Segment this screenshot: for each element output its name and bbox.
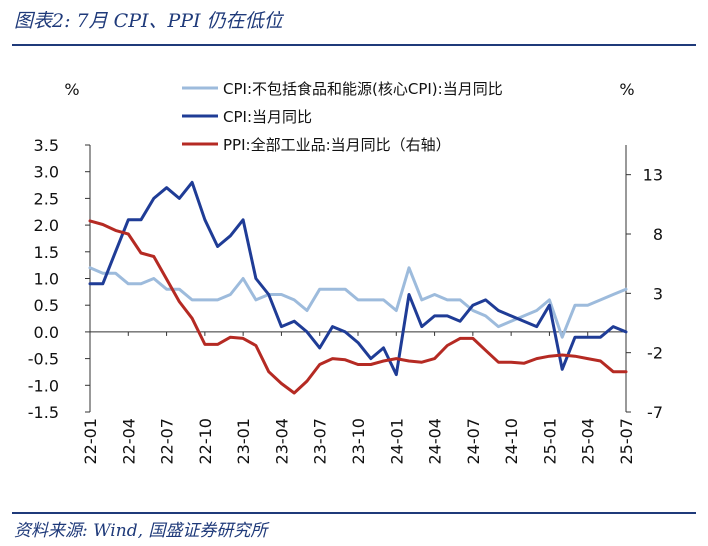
ppi-line (88, 219, 628, 395)
series-lines (88, 180, 628, 395)
left-tick-label: 3.0 (34, 163, 59, 182)
x-tick-label: 25-01 (540, 418, 559, 465)
x-tick-label: 23-01 (234, 418, 253, 465)
cpi-line (88, 180, 628, 377)
left-tick-label: 1.5 (34, 243, 59, 262)
axes: 3.5 3.0 2.5 2.0 1.5 1.0 0.5 0.0 -0.5 -1.0 -1.5 13 8 3… (28, 136, 663, 465)
legend-ppi-label: PPI:全部工业品:当月同比（右轴） (223, 136, 451, 154)
title-rule (12, 44, 696, 46)
left-tick-label: 2.0 (34, 216, 59, 235)
source-note: 资料来源: Wind, 国盛证券研究所 (14, 521, 268, 541)
left-tick-label: 3.5 (34, 136, 59, 155)
core-cpi-line (88, 266, 628, 339)
right-tick-label: 13 (643, 166, 663, 185)
right-tick-label: -7 (647, 403, 663, 422)
x-tick-label: 24-04 (426, 418, 445, 465)
legend-core-cpi-label: CPI:不包括食品和能源(核心CPI):当月同比 (223, 80, 503, 98)
right-tick-label: 8 (653, 225, 663, 244)
x-tick-label: 25-07 (617, 418, 636, 465)
source-rule (12, 512, 696, 514)
x-tick-label: 22-01 (81, 418, 100, 465)
left-tick-label: 2.5 (34, 189, 59, 208)
x-tick-label: 25-04 (579, 418, 598, 465)
x-tick-label: 24-10 (502, 418, 521, 465)
left-tick-label: 0.0 (34, 323, 59, 342)
x-tick-label: 22-10 (196, 418, 215, 465)
left-tick-label: -1.5 (28, 403, 59, 422)
x-tick-label: 23-10 (349, 418, 368, 465)
left-axis-unit: % (64, 80, 79, 99)
legend-cpi-label: CPI:当月同比 (223, 108, 312, 126)
legend: CPI:不包括食品和能源(核心CPI):当月同比 CPI:当月同比 PPI:全部工业… (182, 80, 503, 154)
x-tick-label: 23-04 (272, 418, 291, 465)
right-axis-unit: % (619, 80, 634, 99)
left-tick-label: -0.5 (28, 350, 59, 369)
x-tick-label: 24-07 (464, 418, 483, 465)
figure-title: 图表2: 7月 CPI、PPI 仍在低位 (14, 10, 283, 32)
x-tick-label: 22-04 (119, 418, 138, 465)
left-tick-label: 1.0 (34, 270, 59, 289)
x-tick-label: 22-07 (158, 418, 177, 465)
x-tick-label: 23-07 (311, 418, 330, 465)
x-tick-label: 24-01 (387, 418, 406, 465)
right-tick-label: -2 (647, 344, 663, 363)
left-tick-label: 0.5 (34, 296, 59, 315)
right-tick-label: 3 (653, 284, 663, 303)
left-tick-label: -1.0 (28, 376, 59, 395)
